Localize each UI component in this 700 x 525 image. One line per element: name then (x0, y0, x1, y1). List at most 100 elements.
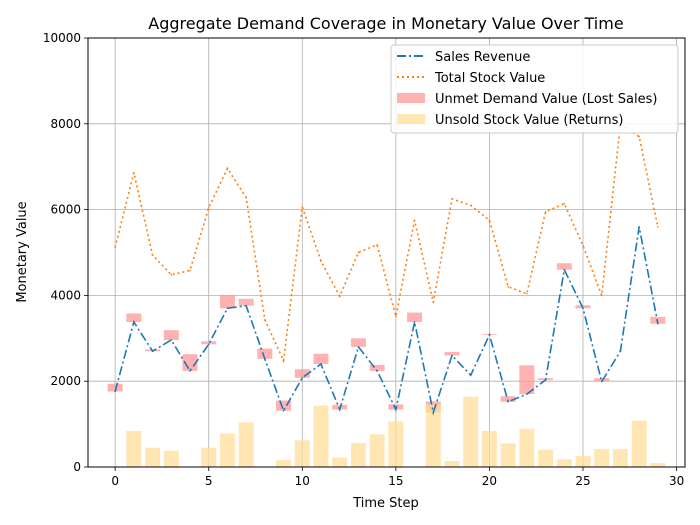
point-sales-revenue (526, 393, 528, 395)
point-total-stock-value (544, 210, 547, 213)
bar-unmet-demand-value-lost-sales (126, 313, 142, 322)
point-total-stock-value (114, 246, 116, 249)
point-total-stock-value (638, 135, 640, 138)
point-total-stock-value (133, 171, 135, 174)
bar-unsold-stock-value-returns (481, 430, 497, 467)
y-tick-label: 2000 (50, 374, 81, 388)
point-total-stock-value (189, 269, 191, 272)
bar-unsold-stock-value-returns (201, 447, 217, 467)
point-total-stock-value (507, 286, 509, 288)
point-sales-revenue (245, 304, 247, 307)
point-total-stock-value (451, 198, 453, 200)
plot-frame (87, 37, 686, 468)
bar-unsold-stock-value-returns (350, 442, 366, 467)
point-total-stock-value (245, 196, 247, 199)
bar-unmet-demand-value-lost-sales (163, 330, 179, 341)
point-sales-revenue (189, 370, 191, 372)
point-total-stock-value (432, 301, 435, 304)
bar-unsold-stock-value-returns (594, 448, 610, 467)
bar-unsold-stock-value-returns (388, 421, 404, 467)
bar-unmet-demand-value-lost-sales (276, 400, 292, 411)
bar-unsold-stock-value-returns (612, 448, 628, 467)
point-sales-revenue (488, 334, 491, 336)
point-total-stock-value (488, 219, 491, 222)
point-sales-revenue (657, 322, 659, 325)
y-tick-label: 4000 (50, 288, 81, 302)
point-total-stock-value (582, 244, 584, 247)
point-sales-revenue (226, 307, 229, 310)
point-sales-revenue (544, 379, 547, 381)
bar-unmet-demand-value-lost-sales (238, 298, 254, 306)
chart-title: Aggregate Demand Coverage in Monetary Va… (148, 14, 623, 33)
point-total-stock-value (413, 219, 416, 222)
legend-label-sales-revenue: Sales Revenue (435, 50, 530, 65)
point-total-stock-value (526, 292, 528, 295)
point-sales-revenue (264, 358, 266, 360)
point-sales-revenue (151, 350, 154, 352)
line-total-stock-value (114, 122, 659, 364)
x-tick-label: 0 (111, 474, 119, 488)
bar-unmet-demand-value-lost-sales (519, 365, 535, 395)
x-tick-label: 25 (575, 474, 590, 488)
bar-unmet-demand-value-lost-sales (313, 353, 329, 365)
line-sales-revenue (114, 226, 659, 416)
bar-unmet-demand-value-lost-sales (257, 348, 273, 359)
point-total-stock-value (170, 274, 173, 276)
bar-unsold-stock-value-returns (313, 405, 329, 467)
bar-unsold-stock-value-returns (219, 433, 235, 467)
bar-unsold-stock-value-returns (145, 447, 161, 467)
bar-unmet-demand-value-lost-sales (219, 294, 235, 309)
x-tick-label: 15 (388, 474, 403, 488)
point-total-stock-value (151, 254, 154, 256)
y-tick-label: 10000 (43, 31, 81, 45)
x-tick-label: 10 (295, 474, 310, 488)
point-total-stock-value (469, 204, 472, 207)
point-sales-revenue (207, 343, 210, 346)
bar-unsold-stock-value-returns (463, 396, 479, 467)
point-sales-revenue (170, 339, 173, 341)
point-sales-revenue (619, 350, 622, 352)
legend-symbol-unmet-demand (397, 93, 425, 103)
point-sales-revenue (320, 363, 322, 365)
x-tick-label: 30 (669, 474, 684, 488)
point-sales-revenue (376, 370, 378, 372)
bar-unmet-demand-value-lost-sales (294, 369, 310, 378)
point-sales-revenue (469, 374, 472, 376)
lines-layer (114, 122, 659, 416)
point-total-stock-value (301, 206, 304, 208)
point-total-stock-value (357, 251, 360, 254)
bar-unsold-stock-value-returns (556, 459, 572, 467)
legend-symbol-unsold-stock (397, 114, 425, 124)
point-sales-revenue (338, 408, 341, 411)
point-total-stock-value (563, 202, 566, 205)
point-total-stock-value (282, 359, 285, 362)
bar-unsold-stock-value-returns (163, 450, 179, 467)
bar-unmet-demand-value-lost-sales (500, 396, 516, 402)
bar-unmet-demand-value-lost-sales (201, 341, 217, 345)
bar-unsold-stock-value-returns (519, 428, 535, 467)
bar-unsold-stock-value-returns (238, 422, 254, 467)
point-sales-revenue (638, 225, 640, 228)
point-sales-revenue (282, 410, 285, 412)
y-tick-label: 6000 (50, 203, 81, 217)
bar-unsold-stock-value-returns (500, 443, 516, 467)
bar-unsold-stock-value-returns (425, 404, 441, 467)
bar-unsold-stock-value-returns (444, 460, 460, 467)
bar-unsold-stock-value-returns (369, 434, 385, 467)
point-sales-revenue (507, 400, 509, 403)
bar-unsold-stock-value-returns (575, 455, 591, 467)
point-total-stock-value (226, 167, 229, 170)
point-total-stock-value (338, 295, 341, 298)
point-total-stock-value (657, 225, 659, 228)
bar-unsold-stock-value-returns (126, 430, 142, 467)
bar-unmet-demand-value-lost-sales (594, 378, 610, 382)
point-total-stock-value (264, 319, 266, 321)
bar-unmet-demand-value-lost-sales (350, 338, 366, 347)
bar-unmet-demand-value-lost-sales (407, 312, 423, 322)
legend-label-unsold-stock: Unsold Stock Value (Returns) (435, 113, 623, 128)
point-sales-revenue (114, 390, 116, 393)
bar-unsold-stock-value-returns (650, 463, 666, 467)
point-sales-revenue (600, 380, 603, 383)
legend-frame (390, 44, 679, 134)
